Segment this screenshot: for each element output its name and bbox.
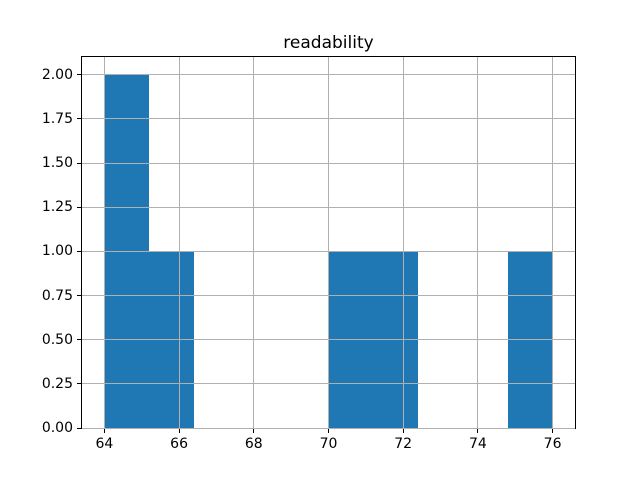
x-tick-mark [103, 428, 105, 433]
y-tick-label: 0.25 [41, 375, 73, 392]
x-tick-label: 74 [468, 436, 487, 452]
y-gridline [82, 427, 575, 429]
y-tick-mark [77, 383, 82, 385]
y-tick-label: 1.25 [41, 199, 73, 216]
y-tick-label: 1.75 [41, 110, 73, 127]
x-gridline [103, 57, 105, 428]
x-tick-mark [552, 428, 554, 433]
y-tick-label: 0.75 [41, 287, 73, 304]
y-gridline [82, 339, 575, 341]
x-tick-mark [178, 428, 180, 433]
y-gridline [82, 383, 575, 385]
y-tick-mark [77, 162, 82, 164]
x-tick-mark [253, 428, 255, 433]
plot-area [81, 56, 576, 429]
x-gridline [328, 57, 329, 428]
y-gridline [82, 118, 575, 120]
y-tick-mark [77, 295, 82, 296]
y-tick-label: 0.00 [41, 420, 73, 436]
x-gridline [253, 57, 255, 428]
x-tick-label: 68 [244, 436, 263, 452]
x-tick-label: 64 [95, 436, 114, 452]
y-gridline [82, 74, 575, 76]
y-tick-mark [77, 206, 82, 208]
x-tick-label: 72 [394, 436, 413, 452]
x-gridline [402, 57, 404, 428]
y-gridline [82, 162, 575, 164]
chart-title: readability [283, 33, 374, 53]
x-tick-mark [477, 428, 479, 433]
y-tick-label: 2.00 [41, 66, 73, 83]
y-tick-mark [77, 118, 82, 120]
y-tick-mark [77, 339, 82, 341]
y-tick-label: 1.00 [41, 243, 73, 260]
x-tick-label: 76 [543, 436, 562, 452]
y-tick-label: 1.50 [41, 155, 73, 171]
y-gridline [82, 206, 575, 208]
y-gridline [82, 250, 575, 252]
x-tick-mark [328, 428, 329, 433]
y-tick-mark [77, 250, 82, 252]
x-tick-mark [402, 428, 404, 433]
y-tick-mark [77, 74, 82, 76]
x-tick-label: 66 [170, 436, 189, 452]
y-tick-mark [77, 427, 82, 429]
x-gridline [552, 57, 554, 428]
x-gridline [178, 57, 180, 428]
y-tick-label: 0.50 [41, 331, 73, 348]
x-tick-label: 70 [319, 436, 338, 452]
x-gridline [477, 57, 479, 428]
y-gridline [82, 295, 575, 296]
